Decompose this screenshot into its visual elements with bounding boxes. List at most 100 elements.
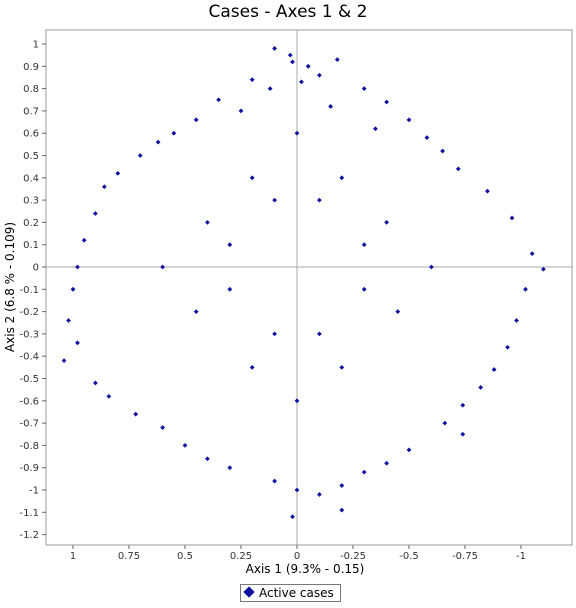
x-axis-label: Axis 1 (9.3% - 0.15) [245,562,365,576]
data-point [424,135,430,141]
y-tick-label: 0.2 [23,218,39,229]
data-point [509,215,515,221]
data-point [249,364,255,370]
data-point [442,420,448,426]
x-tick-label: 0.75 [118,551,140,562]
x-tick-label: -1 [516,551,526,562]
data-point [334,57,340,63]
y-tick-label: -0.5 [19,374,39,385]
data-point [395,309,401,314]
data-point [460,402,466,408]
data-point [227,465,233,471]
data-point [70,286,76,292]
data-point [361,242,367,248]
y-tick-label: -0.8 [19,441,39,452]
data-point [541,266,546,272]
y-tick-label: -1 [29,486,39,497]
y-tick-label: -0.6 [19,396,39,407]
data-point [339,483,345,488]
data-point [305,63,311,69]
plot-frame [45,29,573,546]
data-point [238,108,244,114]
data-point [294,398,300,404]
data-point [505,344,510,350]
data-point [373,126,378,132]
data-point [317,197,322,203]
data-point [272,331,277,337]
y-tick-label: -0.4 [19,352,39,363]
y-tick-label: 0.4 [23,173,39,184]
data-point [290,514,295,520]
data-point [339,175,345,181]
data-point [384,220,389,225]
y-axis-label: Axis 2 (6.8 % - 0.109) [3,221,17,353]
data-point [75,340,80,346]
data-point [294,487,300,493]
data-point [514,318,519,323]
y-tick-label: -0.3 [19,329,39,340]
data-point [93,211,98,216]
y-tick-label: 1 [33,40,39,51]
y-tick-label: 0.3 [23,196,39,207]
data-point [339,507,345,513]
y-tick-label: -0.1 [19,285,39,296]
data-point [361,469,367,475]
legend[interactable]: Active cases [240,584,341,602]
data-point [133,411,139,417]
data-point [205,220,210,225]
data-point [227,242,233,248]
data-point [272,46,277,51]
y-tick-label: -1.2 [19,530,39,541]
data-point [460,431,466,437]
data-point [155,139,161,145]
y-tick-label: 0.7 [23,106,39,117]
data-point [115,170,121,176]
data-point [361,86,367,91]
data-point [267,86,273,91]
x-tick-label: -0.25 [340,551,366,562]
data-point [193,309,199,314]
data-point [249,77,255,83]
data-point [485,188,490,194]
data-point [61,358,67,364]
x-tick-label: 0 [294,551,300,562]
data-point [249,175,255,181]
data-point [317,331,322,337]
data-point [529,251,535,257]
data-point [81,237,87,243]
data-point [491,367,497,372]
data-point [66,318,71,323]
y-tick-label: 0.6 [23,129,39,140]
data-point [478,385,484,390]
data-point [160,264,165,270]
y-tick-label: -0.9 [19,463,39,474]
x-tick-label: 0.5 [177,551,193,562]
data-point [272,197,277,203]
data-point [523,286,528,292]
data-point [317,492,322,497]
y-tick-label: -0.2 [19,307,39,318]
data-point [93,380,98,386]
data-point [440,148,445,154]
y-tick-label: 0 [33,263,39,274]
data-point [328,104,333,109]
data-point [160,425,165,430]
x-tick-label: 0.25 [230,551,252,562]
y-tick-label: 0.1 [23,240,39,251]
data-point [75,264,80,270]
x-tick-label: -0.75 [452,551,478,562]
legend-label: Active cases [259,586,334,600]
y-tick-label: -0.7 [19,419,39,430]
data-point [339,364,345,370]
data-point [317,72,322,78]
y-tick-label: 0.5 [23,151,39,162]
y-tick-label: -1.1 [19,508,39,519]
data-point [216,97,221,103]
data-point [384,99,389,105]
data-point [290,59,295,65]
data-point [287,52,293,58]
data-point [101,184,107,190]
data-point [182,443,188,448]
data-point [455,166,461,172]
